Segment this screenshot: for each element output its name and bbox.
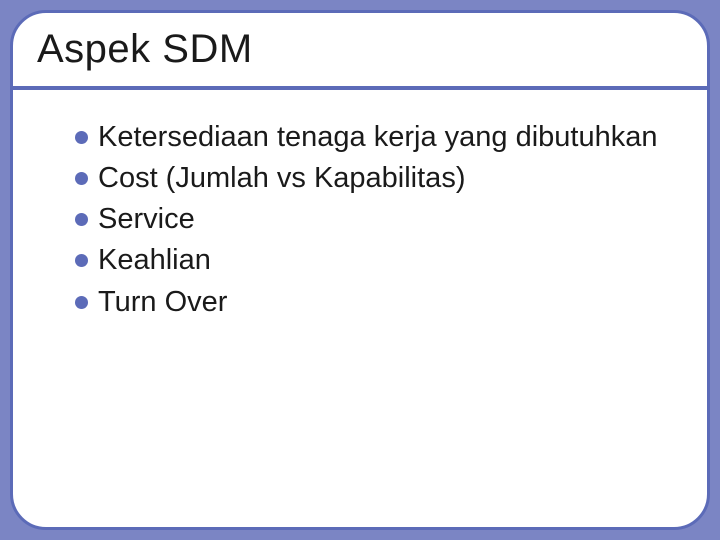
- body-area: Ketersediaan tenaga kerja yang dibutuhka…: [13, 90, 707, 322]
- bullet-icon: [75, 131, 88, 144]
- bullet-text: Keahlian: [98, 241, 211, 280]
- bullet-text: Turn Over: [98, 283, 227, 322]
- slide-card: Aspek SDM Ketersediaan tenaga kerja yang…: [10, 10, 710, 530]
- list-item: Keahlian: [75, 241, 659, 280]
- bullet-icon: [75, 213, 88, 226]
- slide-title: Aspek SDM: [37, 27, 679, 72]
- list-item: Ketersediaan tenaga kerja yang dibutuhka…: [75, 118, 659, 157]
- bullet-text: Ketersediaan tenaga kerja yang dibutuhka…: [98, 118, 657, 157]
- bullet-text: Cost (Jumlah vs Kapabilitas): [98, 159, 465, 198]
- title-area: Aspek SDM: [13, 13, 707, 80]
- bullet-icon: [75, 254, 88, 267]
- bullet-icon: [75, 172, 88, 185]
- list-item: Service: [75, 200, 659, 239]
- list-item: Cost (Jumlah vs Kapabilitas): [75, 159, 659, 198]
- bullet-text: Service: [98, 200, 195, 239]
- list-item: Turn Over: [75, 283, 659, 322]
- bullet-icon: [75, 296, 88, 309]
